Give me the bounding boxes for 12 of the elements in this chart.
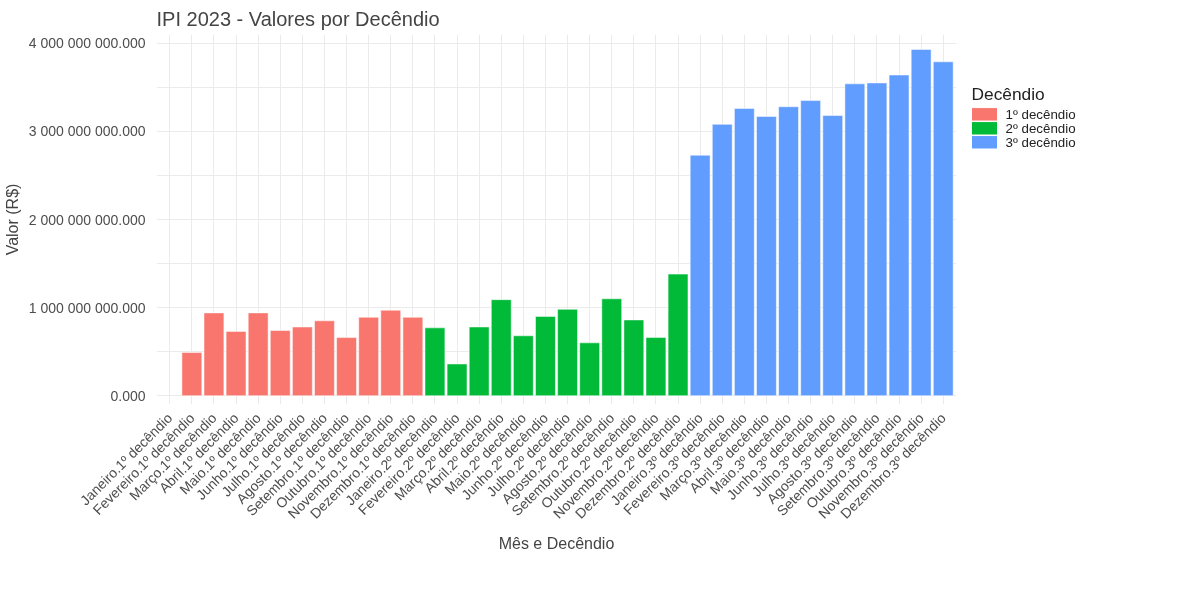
legend-label: 2º decêndio [1005, 120, 1076, 136]
legend-title: Decêndio [971, 84, 1045, 105]
chart-title: IPI 2023 - Valores por Decêndio [156, 7, 440, 30]
y-tick-label: 0.000 [110, 387, 146, 404]
legend-label: 3º decêndio [1005, 134, 1076, 150]
y-tick-label: 1 000 000 000.000 [28, 299, 146, 316]
x-axis-title: Mês e Decêndio [498, 535, 615, 553]
y-tick-label: 4 000 000 000.000 [28, 35, 146, 52]
legend-label: 1º decêndio [1005, 106, 1076, 122]
y-tick-label: 2 000 000 000.000 [28, 211, 146, 228]
y-axis-title: Valor (R$) [3, 183, 21, 256]
y-tick-label: 3 000 000 000.000 [28, 123, 146, 140]
